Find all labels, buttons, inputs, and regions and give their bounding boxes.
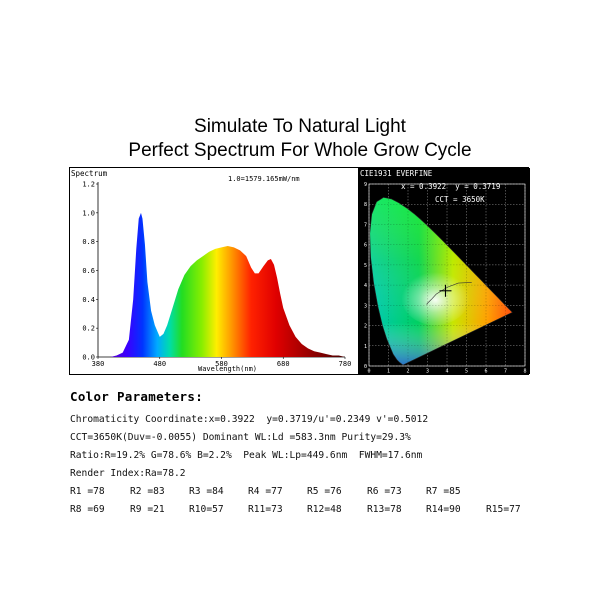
spectrum-y-tick-label: 0.6 [82, 267, 95, 275]
cie-title: CIE1931 EVERFINE [360, 169, 433, 178]
spectrum-title: Spectrum [71, 169, 108, 178]
spectrum-scale-note: 1.0=1579.165mW/nm [228, 175, 300, 183]
cie-tick-labels: 0 1 2 3 4 5 6 7 8 0 1 2 3 4 5 6 7 8 9 [364, 182, 527, 374]
cie-y-tick-label: 4 [364, 283, 367, 289]
color-parameters-section: Color Parameters: Chromaticity Coordinat… [70, 389, 570, 519]
cct-line: CCT=3650K(Duv=-0.0055) Dominant WL:Ld =5… [70, 432, 411, 443]
spectrum-y-tick-label: 0.0 [82, 354, 95, 362]
spectrum-x-tick-label: 380 [92, 360, 105, 368]
ri-value: R12=48 [307, 504, 342, 515]
cie-y-tick-label: 7 [364, 222, 367, 228]
ratio-line: Ratio:R=19.2% G=78.6% B=2.2% Peak WL:Lp=… [70, 450, 423, 461]
cie-y-tick-label: 6 [364, 243, 367, 249]
spectrum-x-tick-label: 680 [277, 360, 290, 368]
spectrum-x-tick-label: 480 [153, 360, 166, 368]
spectrum-chart: 0.0 0.2 0.4 0.6 0.8 1.0 1.2 380 480 580 680 780 Spe… [71, 169, 352, 373]
render-index-row-2: R8 =69 R9 =21 R10=57 R11=73 R12=48 R13=7… [70, 501, 570, 519]
cie-x-tick-label: 6 [484, 369, 487, 375]
chart-panel: 0.0 0.2 0.4 0.6 0.8 1.0 1.2 380 480 580 680 780 Spe… [69, 167, 530, 375]
ri-value: R15=77 [486, 504, 521, 515]
cie-chromaticity-panel: 0 1 2 3 4 5 6 7 8 0 1 2 3 4 5 6 7 8 9 CIE1931 EVERFINE x =… [358, 168, 530, 374]
cie-plot-frame [368, 183, 526, 367]
cie-coordinates: x = 0.3922 y = 0.3719 [401, 182, 500, 191]
spectrum-y-tick-label: 1.2 [82, 181, 95, 189]
cie-y-tick-label: 1 [364, 344, 367, 350]
cie-cct: CCT = 3650K [435, 195, 485, 204]
spectrum-x-tick-label: 580 [215, 360, 228, 368]
render-index-line: Render Index:Ra=78.2 [70, 468, 186, 479]
cie-y-tick-label: 9 [364, 182, 367, 188]
cie-x-tick-label: 4 [445, 369, 448, 375]
cie-y-tick-label: 2 [364, 324, 367, 330]
cie-y-tick-label: 3 [364, 303, 367, 309]
spectrum-curve-area [98, 212, 345, 357]
cie-planckian-locus [426, 282, 472, 305]
cie-y-tick-label: 8 [364, 202, 367, 208]
ri-value: R1 =78 [70, 486, 105, 497]
ri-value: R5 =76 [307, 486, 342, 497]
cie-x-tick-label: 0 [367, 369, 370, 375]
spectrum-x-tick-label: 780 [339, 360, 352, 368]
cie-white-region [401, 269, 470, 326]
cie-diagram: 0 1 2 3 4 5 6 7 8 0 1 2 3 4 5 6 7 8 9 CIE1931 EVERFINE x =… [360, 169, 527, 374]
ri-value: R7 =85 [426, 486, 461, 497]
cie-x-tick-label: 7 [504, 369, 507, 375]
chromaticity-line: Chromaticity Coordinate:x=0.3922 y=0.371… [70, 414, 429, 425]
ri-value: R14=90 [426, 504, 461, 515]
cie-y-tick-label: 5 [364, 263, 367, 269]
ri-value: R3 =84 [189, 486, 224, 497]
ri-value: R8 =69 [70, 504, 105, 515]
ri-value: R4 =77 [248, 486, 283, 497]
render-index-row-1: R1 =78 R2 =83 R3 =84 R4 =77 R5 =76 R6 =7… [70, 483, 570, 501]
page-title-line-1: Simulate To Natural Light [194, 116, 406, 137]
color-parameters-heading: Color Parameters: [70, 389, 204, 404]
cie-x-tick-label: 5 [465, 369, 468, 375]
cie-x-tick-label: 3 [426, 369, 429, 375]
ri-value: R10=57 [189, 504, 224, 515]
cie-x-tick-label: 2 [406, 369, 409, 375]
spectrum-y-tick-label: 0.2 [82, 325, 95, 333]
cie-point-marker [439, 284, 452, 297]
ri-value: R13=78 [367, 504, 402, 515]
ri-value: R11=73 [248, 504, 283, 515]
spectrum-y-tick-label: 0.4 [82, 296, 95, 304]
spectrum-y-tick-label: 1.0 [82, 209, 95, 217]
cie-x-tick-label: 1 [387, 369, 390, 375]
spectrum-y-tick-label: 0.8 [82, 238, 95, 246]
cie-y-tick-label: 0 [364, 364, 367, 370]
ri-value: R6 =73 [367, 486, 402, 497]
cie-spectral-locus [369, 197, 513, 366]
spectrum-x-axis-label: Wavelength(nm) [198, 365, 257, 373]
cie-x-tick-label: 8 [523, 369, 526, 375]
ri-value: R2 =83 [130, 486, 165, 497]
page-title-line-2: Perfect Spectrum For Whole Grow Cycle [128, 140, 472, 161]
ri-value: R9 =21 [130, 504, 165, 515]
